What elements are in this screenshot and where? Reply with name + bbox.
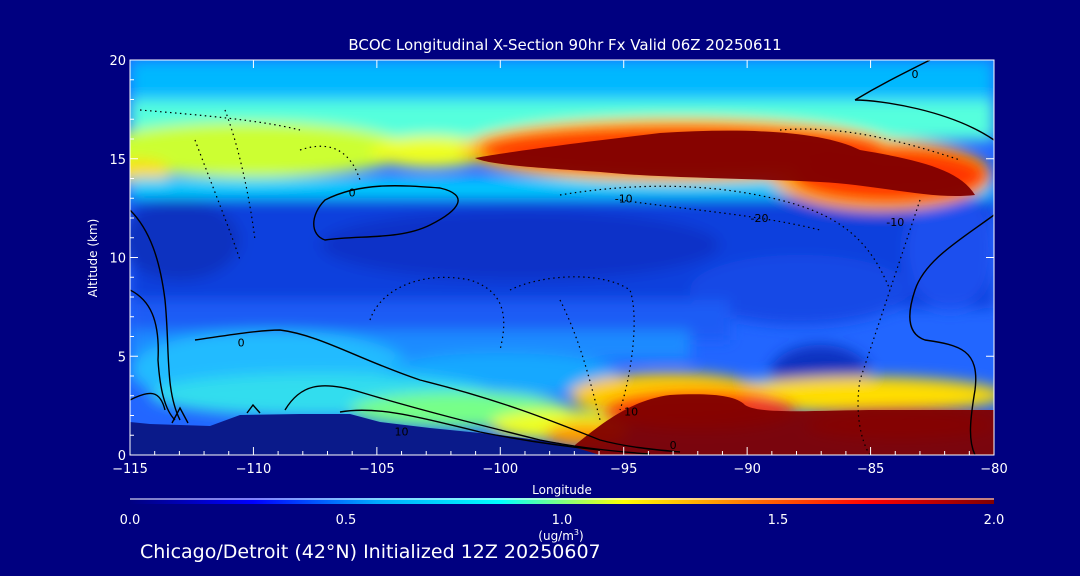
x-tick-label: −85	[857, 462, 884, 477]
x-tick-label: −95	[610, 462, 637, 477]
contour-label: 10	[624, 406, 638, 419]
colorbar	[130, 498, 994, 504]
y-tick-label: 10	[109, 252, 126, 267]
y-tick-label: 15	[109, 153, 126, 168]
footer-caption: Chicago/Detroit (42°N) Initialized 12Z 2…	[140, 541, 601, 563]
colorbar-label-superscript: 3	[574, 528, 579, 537]
x-tick-label: −115	[112, 462, 148, 477]
colorbar-tick-label: 0.0	[120, 513, 141, 528]
contour-lines	[130, 60, 994, 455]
x-tick-label: −110	[236, 462, 272, 477]
colorbar-tick-label: 1.5	[768, 513, 789, 528]
colorbar-ticks: 0.0 0.5 1.0 1.5 2.0	[120, 513, 1005, 528]
x-tick-label: −80	[980, 462, 1007, 477]
contour-label: -20	[751, 212, 769, 225]
colorbar-tick-label: 0.5	[336, 513, 357, 528]
x-tick-label: −90	[733, 462, 760, 477]
x-axis-label: Longitude	[532, 483, 592, 497]
y-axis-ticks: 0 5 10 15 20	[109, 54, 994, 464]
contour-label: -10	[615, 192, 633, 205]
contour-label: 0	[670, 439, 677, 452]
y-axis-label: Altitude (km)	[86, 219, 100, 298]
contour-label: -10	[886, 216, 904, 229]
colorbar-tick-label: 1.0	[552, 513, 573, 528]
colorbar-label: (ug/m3)	[538, 528, 583, 543]
colorbar-label-suffix: )	[579, 529, 584, 543]
contour-label: 0	[349, 186, 356, 199]
y-tick-label: 0	[118, 449, 126, 464]
y-tick-label: 5	[118, 350, 126, 365]
contour-label: 0	[912, 68, 919, 81]
y-tick-label: 20	[109, 54, 126, 69]
contour-labels: 0 0 -10 -20 -10 0 10 10 0	[238, 68, 919, 452]
x-tick-label: −105	[359, 462, 395, 477]
x-tick-label: −100	[482, 462, 518, 477]
chart-title: BCOC Longitudinal X-Section 90hr Fx Vali…	[348, 36, 781, 54]
colorbar-label-unit: (ug/m	[538, 529, 574, 543]
contour-label: 10	[395, 425, 409, 438]
contour-label: 0	[238, 336, 245, 349]
x-axis-ticks: −115 −110 −105 −100 −95 −90 −85 −80	[112, 60, 1008, 477]
colorbar-tick-label: 2.0	[984, 513, 1005, 528]
heatmap-field	[130, 60, 994, 455]
